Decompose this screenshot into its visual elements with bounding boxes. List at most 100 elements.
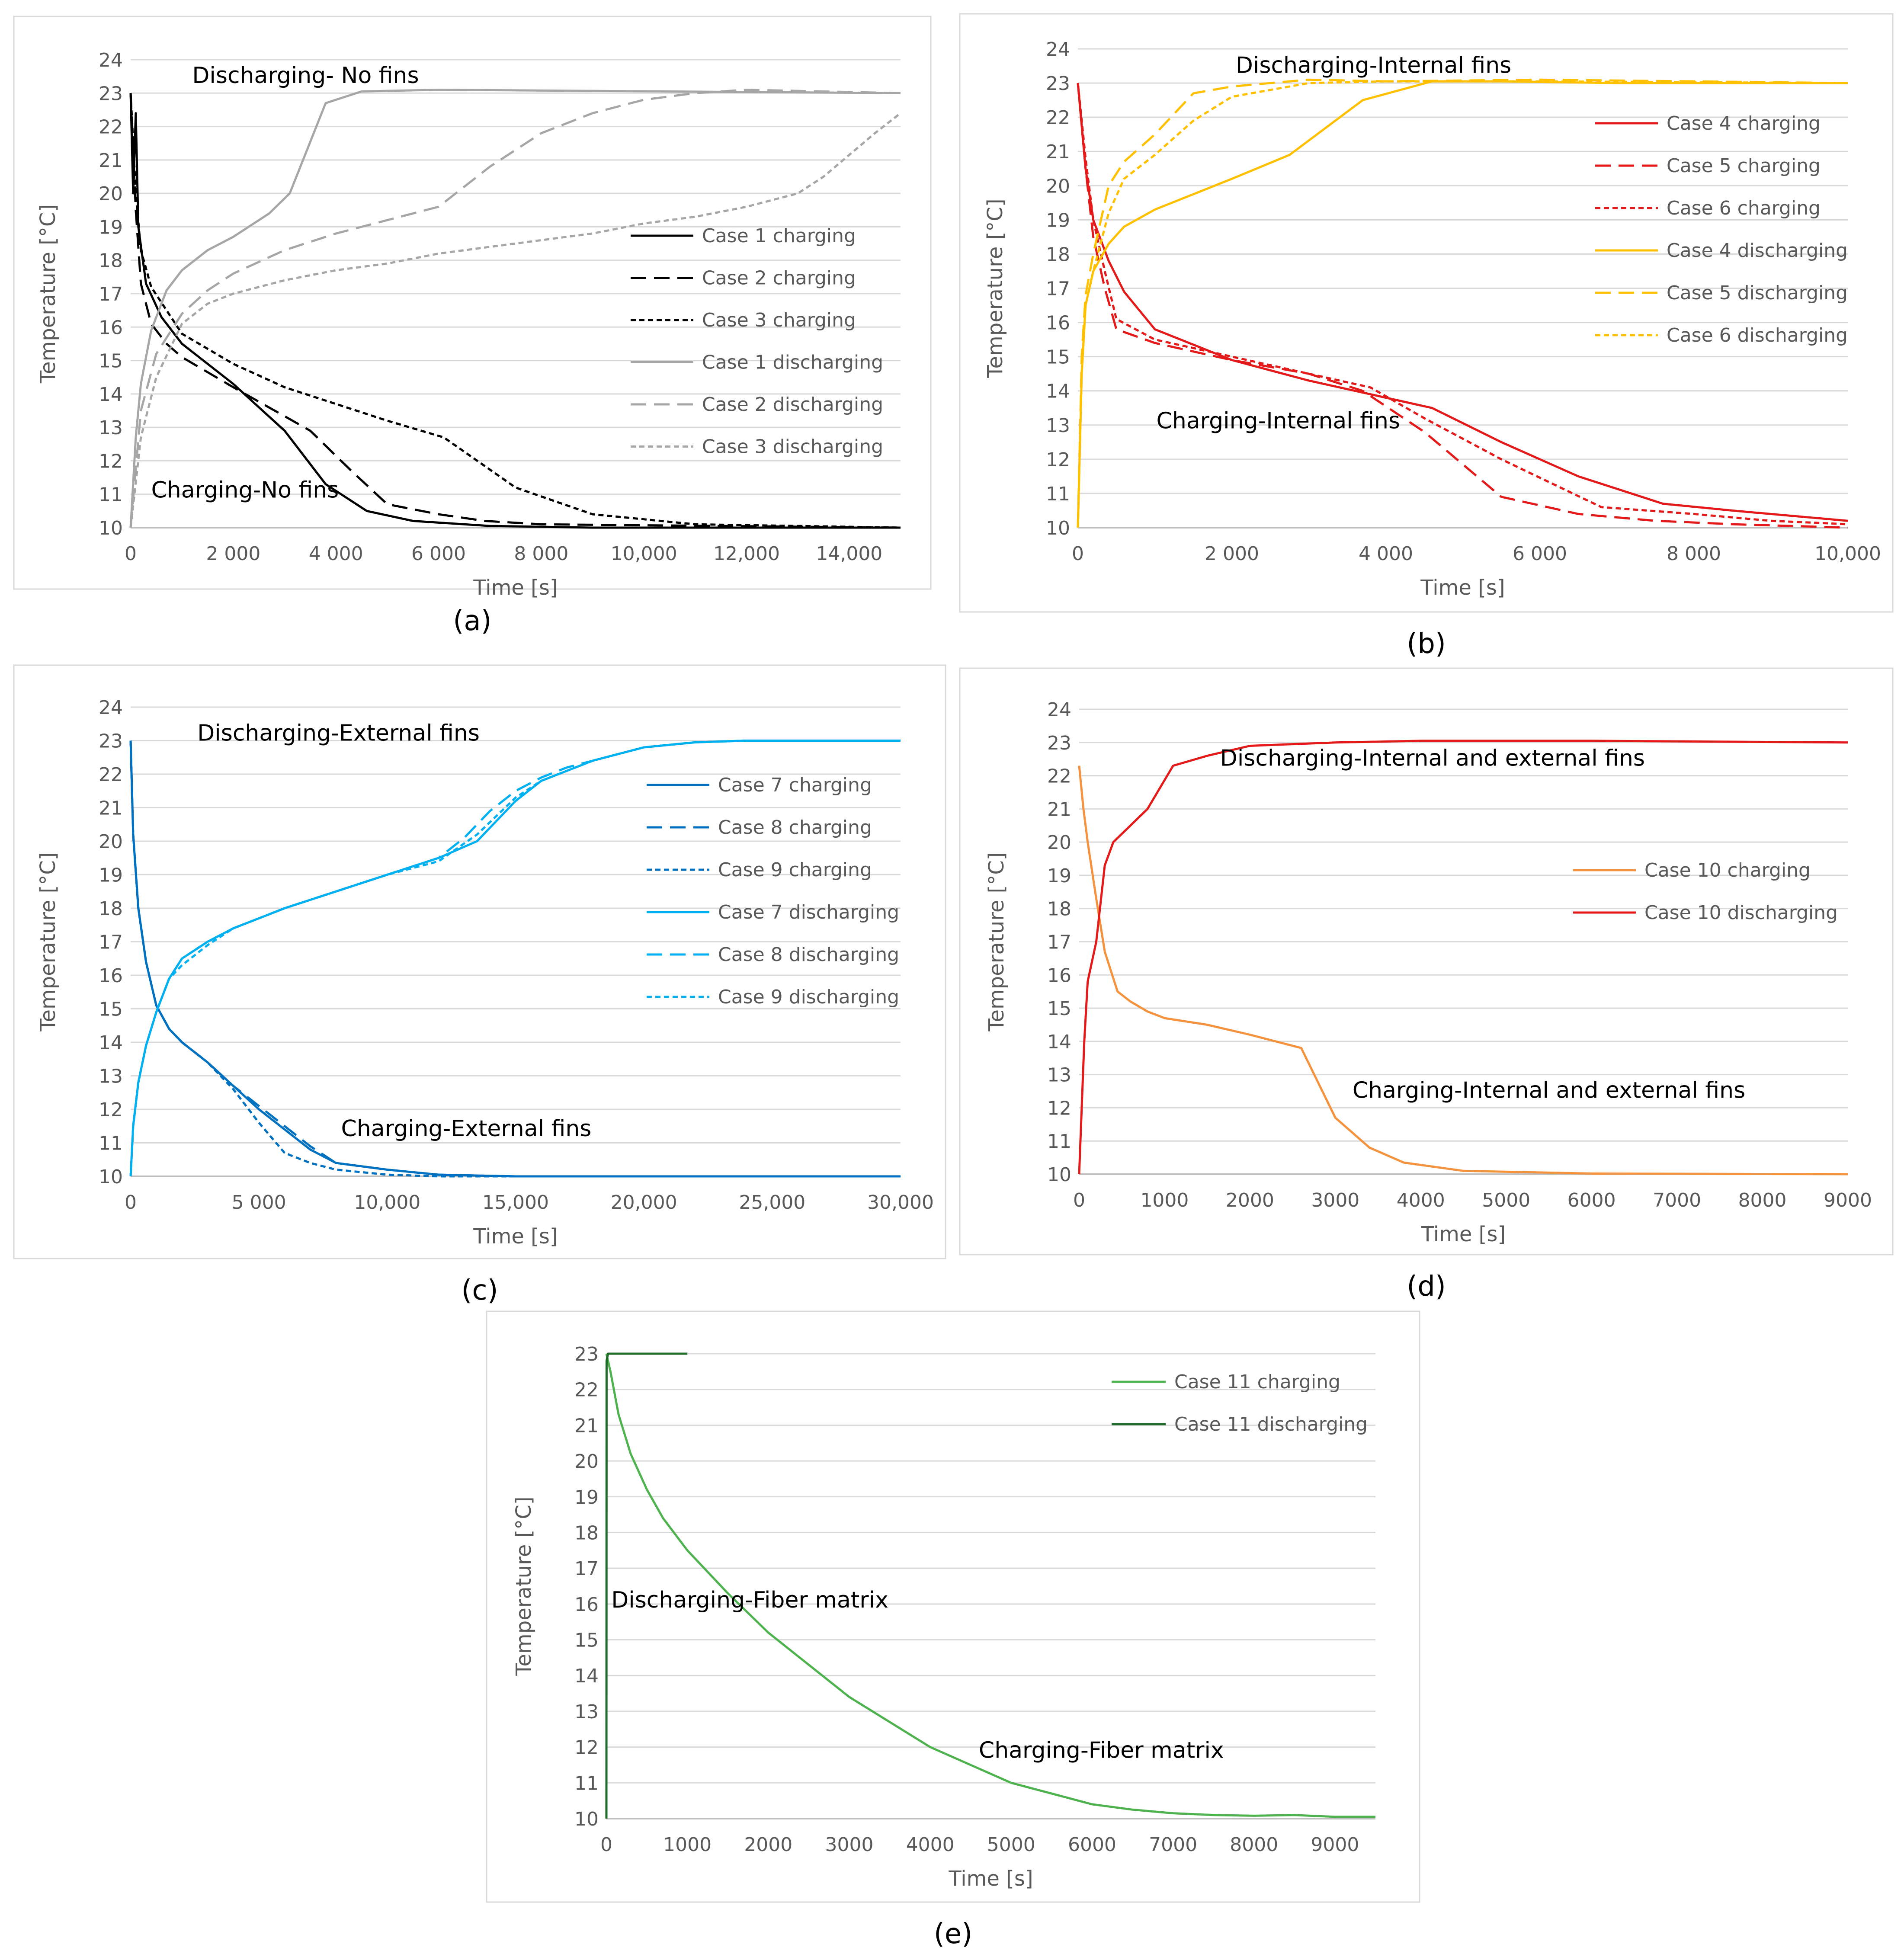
y-tick-label: 11 (1047, 1131, 1071, 1153)
x-tick-label: 8 000 (1667, 543, 1721, 565)
y-axis-title: Temperature [°C] (36, 204, 60, 384)
annotation-label: Charging-Fiber matrix (979, 1737, 1224, 1763)
series-line (605, 1352, 688, 1819)
panel-label: (b) (1407, 628, 1446, 660)
chart-panel-e: 10 11 12 13 14 15 16 17 18 19 20 21 22 23 0 1000 2000 300… (486, 1310, 1420, 1950)
x-tick-label: 5000 (987, 1834, 1035, 1856)
y-tick-label: 11 (99, 484, 123, 506)
y-axis-title: Temperature [°C] (36, 852, 60, 1031)
y-tick-label: 10 (99, 1166, 123, 1188)
y-tick-label: 10 (99, 517, 123, 539)
x-tick-label: 1000 (1140, 1189, 1189, 1211)
x-tick-label: 12,000 (713, 543, 780, 565)
x-tick-label: 9000 (1824, 1189, 1872, 1211)
series-line (129, 89, 901, 528)
legend-label: Case 7 charging (718, 774, 872, 796)
y-tick-label: 16 (1047, 964, 1071, 987)
y-tick-label: 16 (99, 317, 123, 339)
y-tick-label: 24 (99, 49, 123, 71)
series-line (1077, 78, 1848, 528)
y-tick-label: 14 (574, 1665, 599, 1687)
y-tick-label: 24 (1047, 699, 1071, 721)
panel-label: (a) (453, 605, 491, 637)
y-tick-label: 18 (574, 1522, 599, 1544)
y-tick-label: 16 (99, 965, 123, 987)
x-tick-label: 30,000 (867, 1191, 934, 1214)
y-tick-label: 13 (1046, 415, 1070, 437)
annotation-label: Charging-Internal and external fins (1353, 1077, 1745, 1103)
x-axis-title: Time [s] (473, 1224, 558, 1249)
x-tick-label: 3000 (825, 1834, 873, 1856)
legend-label: Case 11 charging (1174, 1371, 1340, 1393)
y-tick-label: 19 (99, 216, 123, 238)
legend-label: Case 5 charging (1667, 155, 1821, 177)
y-tick-label: 18 (1047, 898, 1071, 920)
annotation-label: Charging-No fins (151, 477, 339, 503)
y-tick-label: 11 (574, 1772, 599, 1794)
x-tick-label: 0 (125, 543, 137, 565)
y-tick-label: 10 (1046, 517, 1070, 539)
y-tick-label: 21 (1046, 141, 1070, 163)
y-tick-label: 20 (574, 1451, 599, 1473)
y-tick-label: 24 (99, 697, 123, 719)
x-tick-label: 6 000 (1513, 543, 1567, 565)
panel-label: (e) (934, 1918, 972, 1950)
y-tick-label: 13 (1047, 1064, 1071, 1086)
y-tick-label: 18 (99, 898, 123, 920)
series-line (1077, 80, 1848, 528)
series-line (129, 112, 901, 528)
y-tick-label: 23 (574, 1343, 599, 1365)
y-tick-label: 20 (1047, 832, 1071, 854)
y-tick-label: 21 (99, 798, 123, 820)
x-tick-label: 6 000 (411, 543, 466, 565)
legend-label: Case 6 discharging (1667, 324, 1848, 346)
y-tick-label: 17 (99, 932, 123, 954)
x-tick-label: 9000 (1311, 1834, 1359, 1856)
y-tick-label: 13 (99, 417, 123, 439)
x-tick-label: 3000 (1311, 1189, 1359, 1211)
x-tick-label: 0 (125, 1191, 137, 1214)
chart-frame (486, 1310, 1420, 1903)
legend-label: Case 3 discharging (702, 436, 883, 458)
x-tick-label: 10,000 (1814, 543, 1881, 565)
x-tick-label: 2 000 (1205, 543, 1259, 565)
x-tick-label: 5 000 (232, 1191, 286, 1214)
y-tick-label: 24 (1046, 38, 1070, 61)
y-tick-label: 19 (574, 1486, 599, 1509)
y-tick-label: 22 (1047, 766, 1071, 788)
legend-label: Case 5 discharging (1667, 282, 1848, 304)
legend-label: Case 4 discharging (1667, 240, 1848, 262)
legend-label: Case 4 charging (1667, 112, 1821, 135)
series-line (129, 93, 901, 529)
legend-label: Case 8 discharging (718, 944, 899, 966)
x-tick-label: 20,000 (611, 1191, 677, 1214)
legend-label: Case 1 discharging (702, 352, 883, 374)
x-tick-label: 25,000 (739, 1191, 805, 1214)
y-tick-label: 12 (99, 450, 123, 472)
y-tick-label: 22 (99, 116, 123, 138)
annotation-label: Charging-Internal fins (1157, 408, 1401, 434)
y-tick-label: 20 (99, 831, 123, 853)
y-axis-title: Temperature [°C] (512, 1496, 536, 1676)
x-tick-label: 0 (1072, 543, 1084, 565)
x-tick-label: 4 000 (1359, 543, 1413, 565)
y-tick-label: 15 (99, 350, 123, 372)
chart-frame (959, 13, 1894, 613)
y-tick-label: 17 (1046, 278, 1070, 300)
x-tick-label: 2000 (1226, 1189, 1274, 1211)
y-tick-label: 10 (1047, 1164, 1071, 1186)
y-tick-label: 20 (99, 183, 123, 205)
series-line (129, 93, 901, 529)
annotation-label: Charging-External fins (341, 1116, 592, 1142)
legend-label: Case 11 discharging (1174, 1413, 1368, 1435)
series-line (129, 740, 901, 1177)
y-tick-label: 14 (99, 384, 123, 406)
chart-panel-b: 10 11 12 13 14 15 16 17 18 19 20 21 22 23 24 0 2 000 4 00… (959, 13, 1894, 660)
x-tick-label: 7000 (1653, 1189, 1701, 1211)
annotation-label: Discharging-External fins (197, 721, 480, 746)
y-tick-label: 11 (1046, 483, 1070, 505)
y-tick-label: 12 (574, 1737, 599, 1759)
chart-frame (13, 664, 946, 1259)
y-tick-label: 22 (99, 764, 123, 786)
y-tick-label: 23 (99, 730, 123, 753)
